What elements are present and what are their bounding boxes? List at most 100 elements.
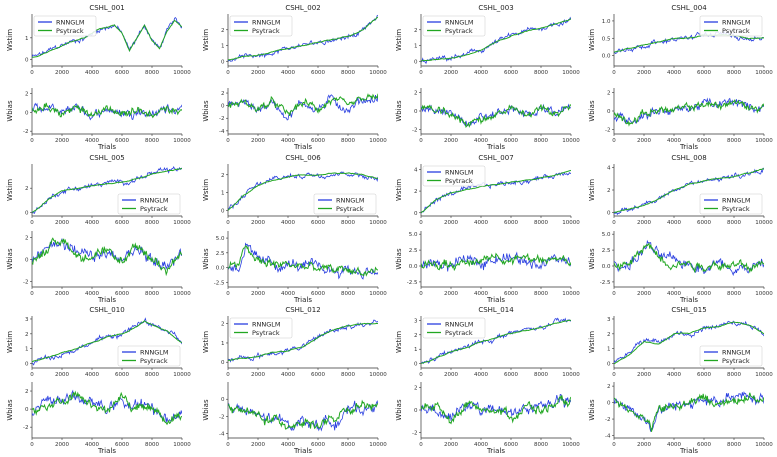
y-tick-label: 0.0 bbox=[602, 264, 611, 270]
series-line-psytrack bbox=[421, 252, 571, 272]
x-axis-label: Trials bbox=[293, 296, 312, 304]
series-line-psytrack bbox=[228, 16, 378, 61]
x-tick-label: 2000 bbox=[251, 70, 265, 76]
x-tick-label: 10000 bbox=[755, 138, 773, 144]
x-tick-label: 2000 bbox=[444, 442, 458, 448]
stim-axis-label: Wstim bbox=[6, 331, 14, 353]
y-tick-label: 3 bbox=[414, 318, 418, 324]
y-tick-label: 0.0 bbox=[216, 266, 225, 272]
series-line-psytrack bbox=[32, 320, 182, 363]
y-tick-label: 2 bbox=[221, 28, 225, 34]
x-tick-label: 8000 bbox=[341, 442, 355, 448]
panel-title: CSHL_007 bbox=[478, 154, 513, 162]
x-tick-label: 8000 bbox=[534, 372, 548, 378]
x-tick-label: 10000 bbox=[369, 372, 387, 378]
x-tick-label: 6000 bbox=[504, 138, 518, 144]
y-tick-label: 2 bbox=[25, 389, 29, 395]
y-tick-label: 2 bbox=[414, 28, 418, 34]
y-tick-label: 0 bbox=[25, 258, 29, 264]
x-tick-label: 4000 bbox=[281, 372, 295, 378]
series-line-psytrack bbox=[228, 93, 378, 117]
series-line-rnnglm bbox=[614, 391, 764, 432]
series-line-psytrack bbox=[228, 245, 378, 277]
series-line-rnnglm bbox=[228, 14, 378, 62]
x-tick-label: 8000 bbox=[534, 70, 548, 76]
x-tick-label: 8000 bbox=[534, 220, 548, 226]
x-tick-label: 10000 bbox=[755, 70, 773, 76]
stim-axis-label: Wstim bbox=[588, 179, 596, 201]
series-line-psytrack bbox=[614, 34, 764, 53]
x-tick-label: 4000 bbox=[85, 220, 99, 226]
x-tick-label: 8000 bbox=[145, 442, 159, 448]
panel-title: CSHL_001 bbox=[89, 4, 124, 12]
y-tick-label: 3 bbox=[25, 317, 29, 323]
bias-axis-label: Wbias bbox=[588, 248, 596, 270]
x-axis-label: Trials bbox=[486, 447, 505, 455]
x-tick-label: 8000 bbox=[727, 442, 741, 448]
x-tick-label: 10000 bbox=[173, 291, 191, 297]
legend-label-psytrack: Psytrack bbox=[336, 205, 364, 213]
y-tick-label: 0.0 bbox=[409, 264, 418, 270]
panel-cshl-008: CSHL_008 0 2 4 0 2000 4000 6000 8000 10000 Wstim RN… bbox=[588, 154, 773, 304]
x-tick-label: 4000 bbox=[281, 220, 295, 226]
x-tick-label: 2000 bbox=[637, 70, 651, 76]
x-tick-label: 6000 bbox=[697, 138, 711, 144]
x-tick-label: 0 bbox=[30, 442, 34, 448]
y-tick-label: 5.0 bbox=[409, 232, 418, 238]
y-tick-label: 0 bbox=[414, 408, 418, 414]
x-tick-label: 4000 bbox=[85, 70, 99, 76]
bias-axis-label: Wbias bbox=[395, 248, 403, 270]
panel-cshl-001: CSHL_001 0 1 0 2000 4000 6000 8000 10000 Wstim RNN… bbox=[6, 4, 191, 151]
panel-cshl-010: CSHL_010 0 1 2 3 0 2000 4000 6000 8000 10000 Wstim R… bbox=[6, 306, 191, 455]
panel-cshl-006: CSHL_006 0 1 2 0 2000 4000 6000 8000 10000 Wstim RN… bbox=[202, 154, 387, 304]
x-tick-label: 6000 bbox=[311, 220, 325, 226]
stim-axis-label: Wstim bbox=[395, 29, 403, 51]
legend-label-rnnglm: RNNGLM bbox=[140, 348, 169, 356]
y-tick-label: 0 bbox=[414, 211, 418, 217]
x-tick-label: 6000 bbox=[504, 291, 518, 297]
series-line-psytrack bbox=[228, 399, 378, 430]
y-tick-label: 2 bbox=[607, 91, 611, 97]
x-tick-label: 10000 bbox=[562, 291, 580, 297]
x-tick-label: 6000 bbox=[504, 372, 518, 378]
x-tick-label: 6000 bbox=[115, 442, 129, 448]
x-tick-label: 0 bbox=[612, 138, 616, 144]
x-axis-label: Trials bbox=[679, 296, 698, 304]
y-tick-label: 0 bbox=[221, 209, 225, 215]
y-tick-label: -2 bbox=[412, 127, 417, 133]
x-tick-label: 8000 bbox=[145, 291, 159, 297]
x-tick-label: 10000 bbox=[369, 70, 387, 76]
x-tick-label: 0 bbox=[30, 291, 34, 297]
x-tick-label: 10000 bbox=[755, 291, 773, 297]
x-tick-label: 4000 bbox=[474, 442, 488, 448]
bias-axis-label: Wbias bbox=[202, 399, 210, 421]
panel-cshl-012: CSHL_012 0 1 2 0 2000 4000 6000 8000 10000 Wstim RN… bbox=[202, 306, 387, 455]
y-tick-label: -2.5 bbox=[214, 280, 225, 286]
legend-label-rnnglm: RNNGLM bbox=[140, 196, 169, 204]
y-tick-label: 0 bbox=[607, 109, 611, 115]
x-tick-label: 2000 bbox=[637, 138, 651, 144]
y-tick-label: -2 bbox=[23, 129, 28, 135]
panel-title: CSHL_012 bbox=[285, 306, 320, 314]
y-tick-label: 2.5 bbox=[216, 251, 225, 257]
x-tick-label: 6000 bbox=[697, 70, 711, 76]
x-tick-label: 6000 bbox=[697, 442, 711, 448]
x-tick-label: 4000 bbox=[85, 372, 99, 378]
x-tick-label: 4000 bbox=[667, 372, 681, 378]
x-tick-label: 8000 bbox=[341, 220, 355, 226]
x-tick-label: 2000 bbox=[637, 442, 651, 448]
x-tick-label: 2000 bbox=[251, 372, 265, 378]
x-tick-label: 6000 bbox=[115, 138, 129, 144]
y-tick-label: -2 bbox=[23, 425, 28, 431]
y-tick-label: 2 bbox=[221, 173, 225, 179]
x-tick-label: 2000 bbox=[251, 220, 265, 226]
panel-title: CSHL_006 bbox=[285, 154, 321, 162]
x-tick-label: 10000 bbox=[562, 220, 580, 226]
y-tick-label: 2 bbox=[607, 384, 611, 390]
x-tick-label: 4000 bbox=[667, 138, 681, 144]
y-tick-label: -2 bbox=[605, 127, 610, 133]
